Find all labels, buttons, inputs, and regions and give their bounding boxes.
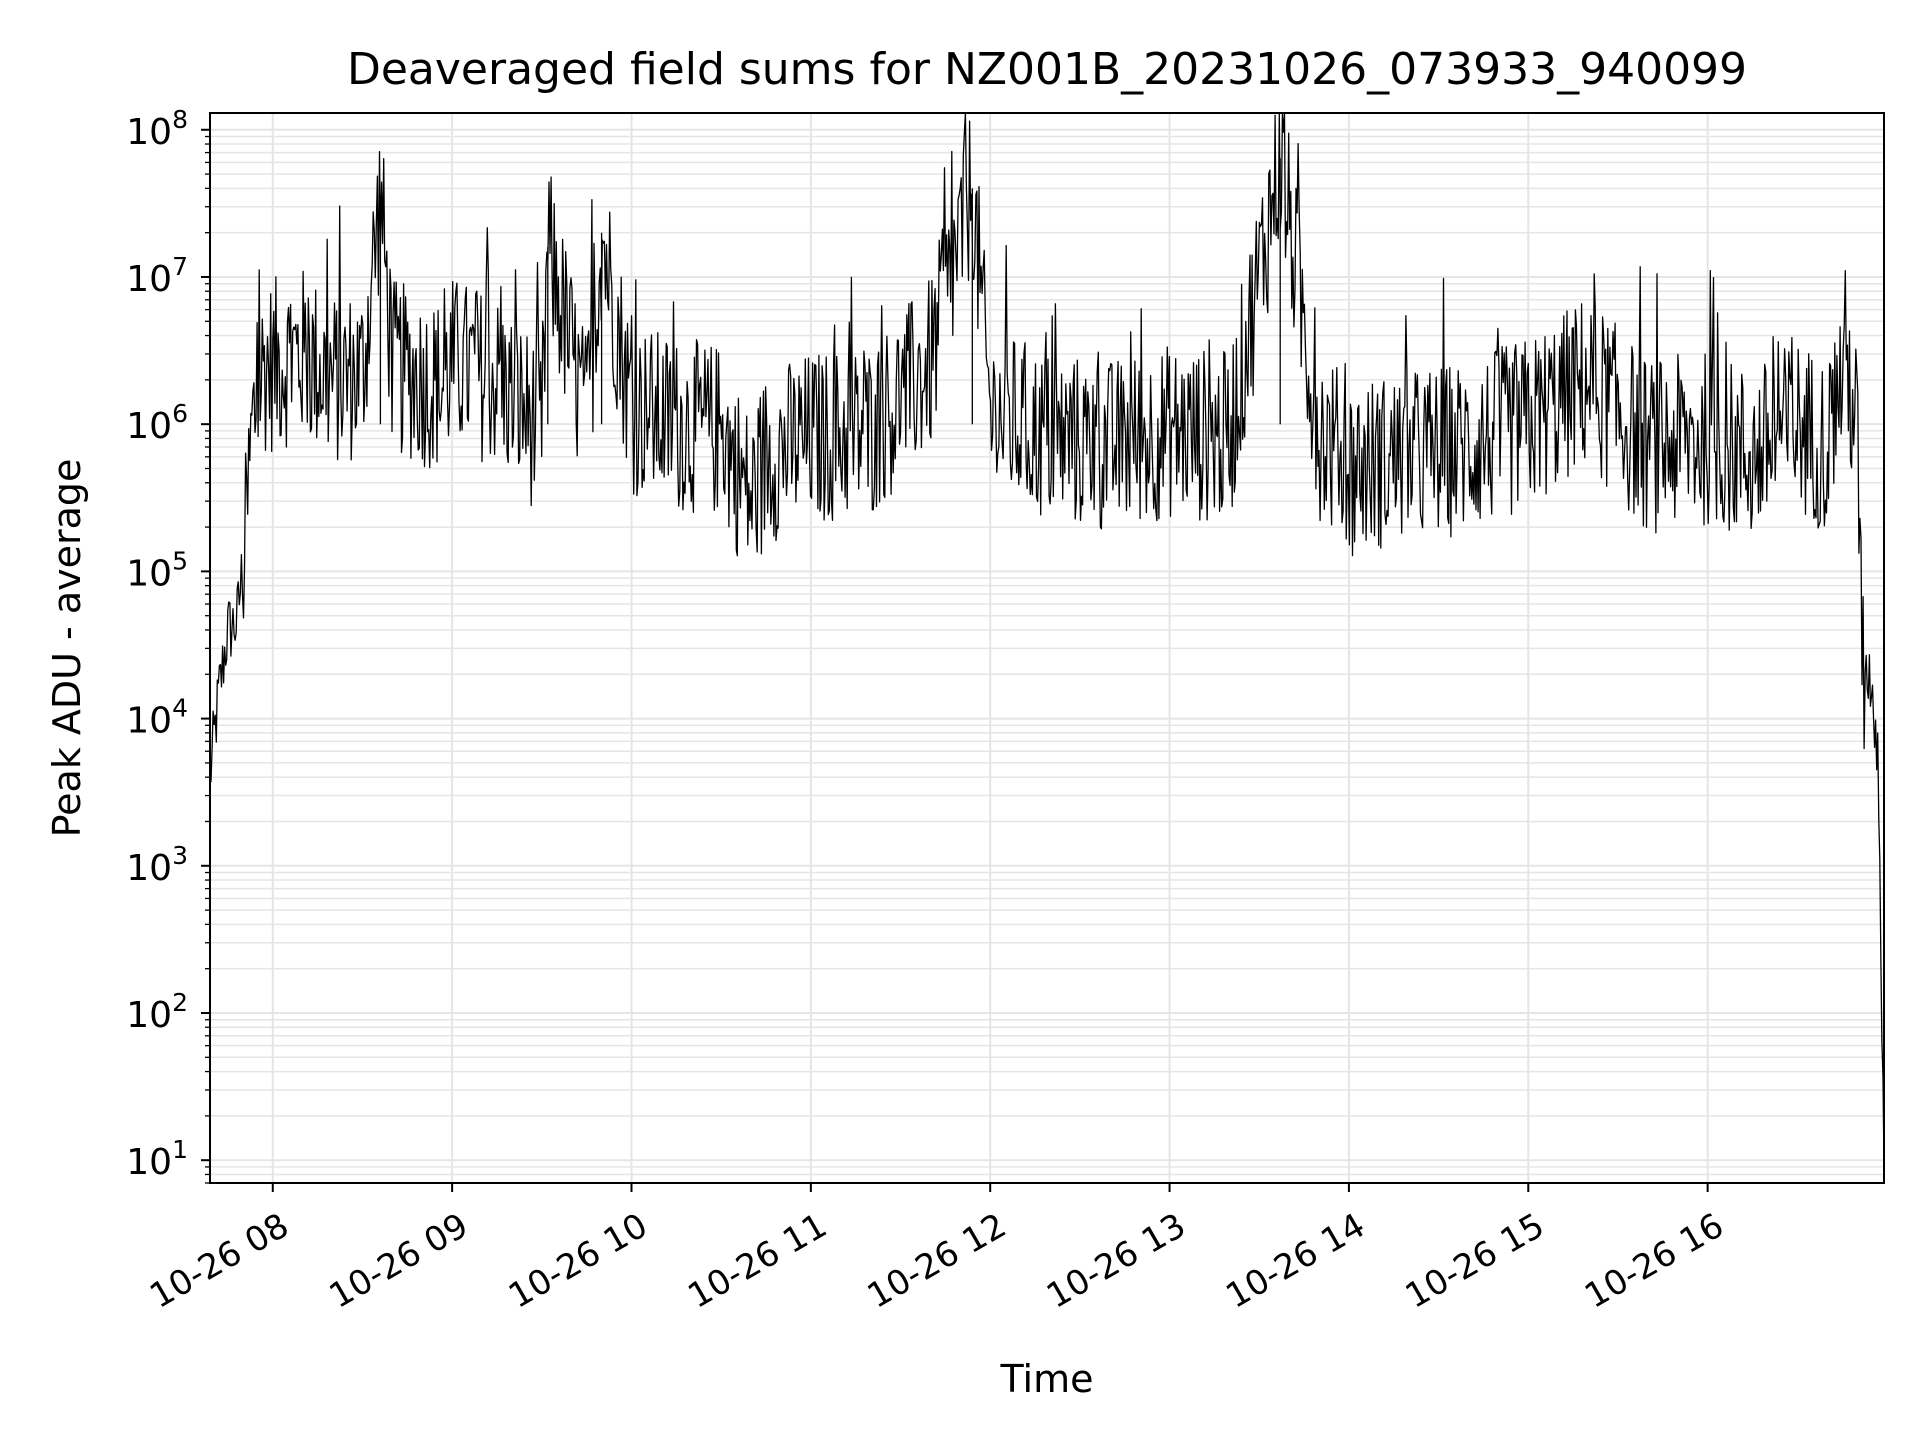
y-tick-label: 104 <box>126 694 188 742</box>
y-tick-label: 107 <box>126 252 188 300</box>
y-axis-label: Peak ADU - average <box>45 459 89 838</box>
x-axis-label: Time <box>1000 1357 1094 1401</box>
y-tick-label: 102 <box>126 988 188 1036</box>
y-tick-labels: 101 102 103 104 105 106 107 108 <box>126 105 188 1183</box>
y-tick-label: 101 <box>126 1135 188 1183</box>
y-tick-label: 103 <box>126 841 188 889</box>
axis-ticks <box>201 128 1709 1192</box>
chart-title: Deaveraged field sums for NZ001B_2023102… <box>347 44 1747 95</box>
y-tick-label: 106 <box>126 399 188 447</box>
y-tick-label: 108 <box>126 105 188 153</box>
series-line <box>210 113 1884 1170</box>
y-tick-label: 105 <box>126 546 188 594</box>
grid-lines <box>210 113 1884 1184</box>
